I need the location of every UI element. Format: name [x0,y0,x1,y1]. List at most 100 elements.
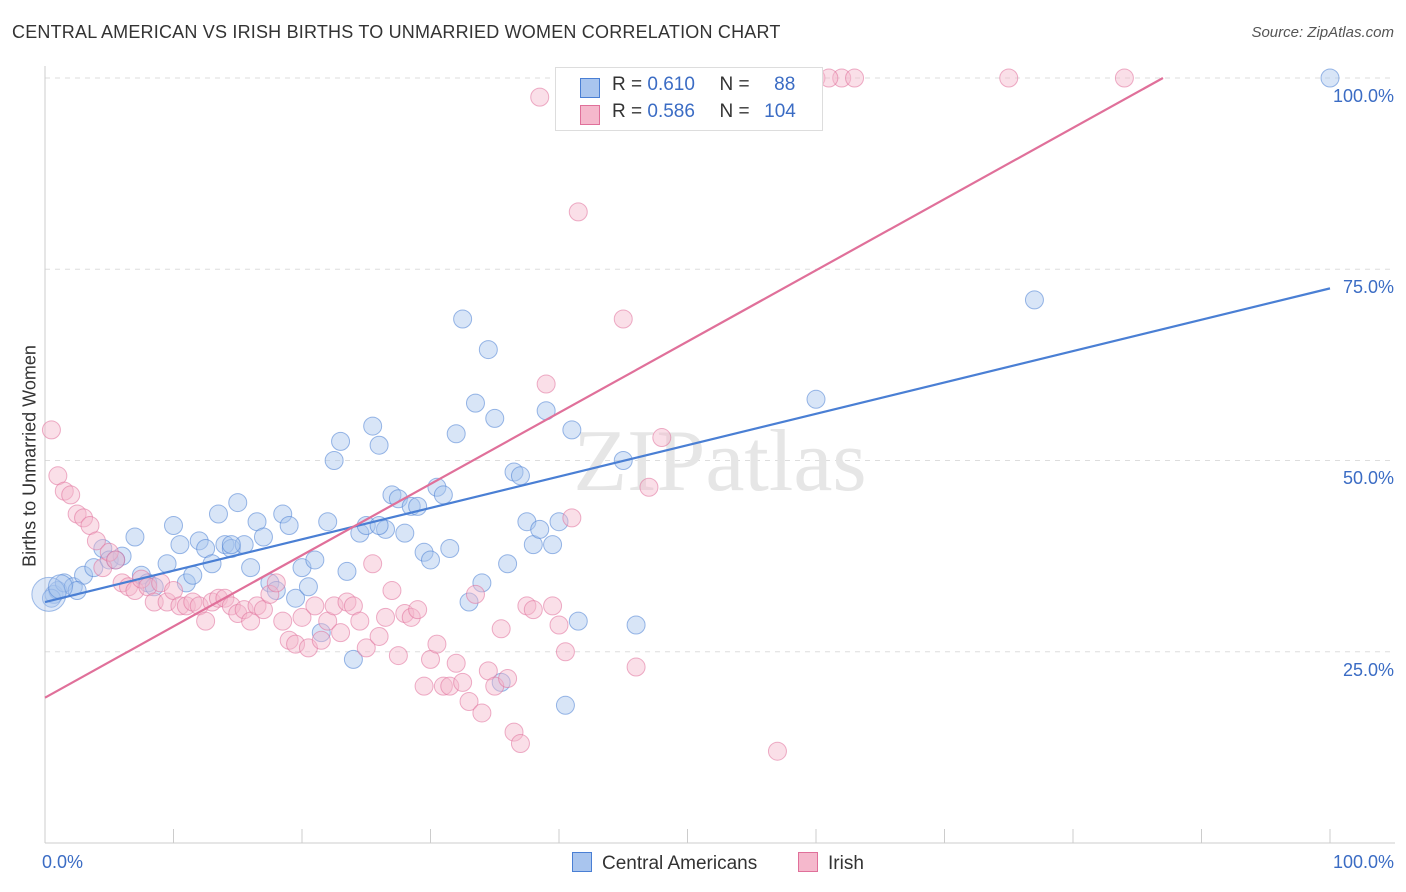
point-irish [260,584,280,604]
point-irish [549,615,569,635]
point-irish [350,611,370,631]
point-irish [234,600,254,620]
point-irish [530,87,550,107]
point-irish [324,596,344,616]
point-central-americans [414,542,434,562]
point-irish [99,542,119,562]
point-central-americans [568,611,588,631]
point-irish [388,646,408,666]
point-central-americans [253,527,273,547]
point-central-americans [279,516,299,536]
point-central-americans [125,527,145,547]
series-swatch-pink [798,852,818,872]
point-central-americans [208,504,228,524]
point-central-americans [446,424,466,444]
point-central-americans [241,558,261,578]
point-irish [472,703,492,723]
point-irish [465,584,485,604]
point-irish [504,722,524,742]
point-irish [446,653,466,673]
point-irish [498,669,518,689]
point-central-americans [440,538,460,558]
point-central-americans [549,512,569,532]
legend-swatch-pink [580,105,600,125]
point-central-americans [421,550,440,570]
point-central-americans [221,535,241,555]
point-irish [125,581,145,601]
point-irish [363,554,383,574]
series-legend-irish[interactable]: Irish [798,852,864,875]
legend-n-label: N = [719,101,750,122]
point-central-americans [459,592,479,612]
trendline-irish [44,77,1164,699]
point-central-americans [273,504,293,524]
point-irish [369,626,389,646]
point-irish [266,573,286,593]
trendline-central-americans [44,287,1331,604]
point-central-americans [1024,290,1044,310]
point-central-americans [478,340,498,360]
point-central-americans [324,451,344,470]
point-irish [767,741,787,761]
point-central-americans [433,485,453,505]
point-central-americans [485,408,505,428]
point-irish [311,630,331,650]
point-irish [543,596,563,616]
series-legend-central-americans[interactable]: Central Americans [572,852,757,875]
point-central-americans [170,535,190,555]
point-irish [453,672,473,692]
point-central-americans [806,389,826,409]
point-central-americans [510,466,530,486]
point-irish [106,550,126,570]
point-central-americans [164,516,183,536]
point-irish [61,485,81,505]
y-axis-label: Births to Unmarried Women [19,345,40,567]
point-central-americans [395,523,415,543]
point-irish [1114,68,1134,88]
point-irish [157,592,177,612]
point-central-americans [555,695,575,715]
point-irish [221,596,241,616]
legend-n-label: N = [719,74,750,95]
point-central-americans [189,531,209,551]
point-irish [41,420,61,440]
point-irish [74,508,94,528]
point-central-americans [1320,68,1340,88]
legend-r-value: 0.586 [647,101,695,122]
legend-r-label: R = [612,101,643,122]
point-irish [286,634,306,654]
point-irish [356,638,376,658]
point-central-americans [343,649,363,669]
point-irish [523,600,543,620]
point-central-americans [369,435,389,455]
point-irish [639,477,659,497]
point-central-americans [331,431,351,451]
point-central-americans [498,554,518,574]
point-central-americans [228,493,248,513]
point-central-americans [305,550,325,570]
trend-layer [44,77,1331,699]
point-irish [305,596,325,616]
point-irish [273,611,293,631]
legend-n-value: 88 [774,74,796,95]
point-irish [510,734,530,754]
point-central-americans [543,535,563,555]
point-irish [845,68,865,88]
legend-swatch-blue [580,78,600,98]
y-tick-label-100: 100.0% [1332,86,1394,106]
point-irish [331,623,351,643]
point-irish [170,596,190,616]
point-irish [491,619,511,639]
point-irish [376,607,396,627]
point-irish [433,676,453,696]
point-irish [568,202,588,222]
point-central-americans [562,420,582,440]
point-central-americans [298,577,318,597]
point-central-americans [530,519,550,539]
source-label: Source: ZipAtlas.com [1251,24,1394,41]
point-central-americans [31,576,67,612]
chart-title: CENTRAL AMERICAN VS IRISH BIRTHS TO UNMA… [12,22,781,42]
point-central-americans [286,588,306,608]
axes-layer [44,66,1395,844]
